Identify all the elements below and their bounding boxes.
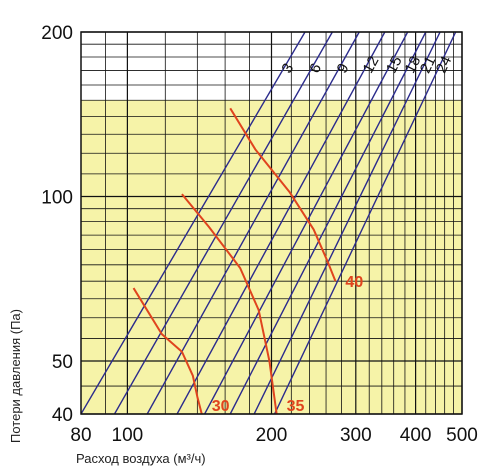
x-axis-title: Расход воздуха (м³/ч)	[76, 451, 206, 466]
curve-labels: 30 35 40	[212, 274, 364, 415]
velocity-line-label: 12	[360, 53, 383, 76]
y-tick-label: 40	[52, 405, 73, 426]
series-label: 30	[212, 398, 230, 415]
velocity-line	[81, 32, 306, 414]
series-line	[132, 287, 203, 415]
series-label: 40	[345, 274, 363, 291]
y-tick-label: 50	[52, 352, 73, 373]
velocity-line	[204, 32, 409, 414]
y-tick-label: 200	[41, 23, 73, 44]
velocity-line	[273, 32, 457, 414]
velocity-line	[229, 32, 427, 414]
x-tick-labels: 80 100 200 300 400 500	[70, 425, 477, 446]
plot-frame	[80, 31, 463, 415]
velocity-line-label: 18	[402, 53, 425, 76]
velocity-line	[253, 32, 441, 414]
y-axis-title: Потери давления (Па)	[8, 309, 23, 443]
velocity-line-label: 24	[433, 54, 456, 76]
x-tick-label: 400	[400, 425, 432, 446]
velocity-line	[176, 32, 386, 414]
x-tick-label: 300	[340, 425, 372, 446]
x-tick-label: 500	[446, 425, 478, 446]
x-tick-label: 80	[70, 425, 91, 446]
x-tick-label: 200	[256, 425, 288, 446]
velocity-lines	[81, 32, 457, 414]
velocity-line	[146, 32, 360, 414]
y-tick-labels: 200 100 50 40	[41, 23, 73, 426]
x-tick-label: 100	[112, 425, 144, 446]
series-line	[229, 107, 337, 282]
velocity-line-label: 15	[383, 53, 406, 76]
velocity-line	[113, 32, 333, 414]
series-label: 35	[287, 398, 305, 415]
series-line	[181, 193, 278, 415]
velocity-line-label: 21	[417, 54, 440, 76]
y-tick-label: 100	[41, 188, 73, 209]
curves	[132, 107, 337, 415]
